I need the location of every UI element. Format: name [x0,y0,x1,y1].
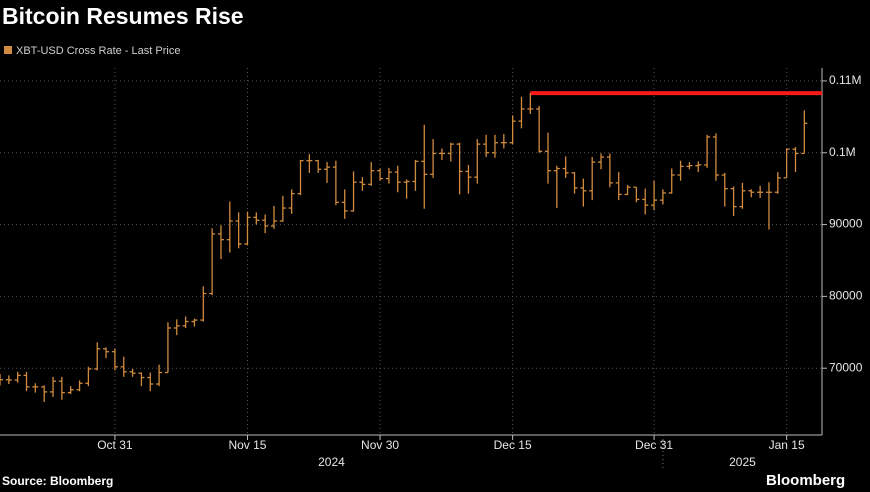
y-tick-label: 80000 [829,289,863,303]
legend-swatch [4,46,12,54]
legend-label: XBT-USD Cross Rate - Last Price [16,45,180,57]
source: Source: Bloomberg [2,474,113,488]
brand: Bloomberg [766,472,845,489]
year-label: 2024 [318,455,345,469]
y-tick-label: 0.11M [829,73,861,87]
chart-title: Bitcoin Resumes Rise [2,3,244,29]
x-tick-label: Nov 15 [228,438,266,452]
y-tick-label: 90000 [829,217,863,231]
x-tick-label: Dec 15 [494,438,532,452]
year-label: 2025 [729,455,756,469]
x-tick-label: Dec 31 [635,438,673,452]
x-tick-label: Nov 30 [361,438,399,452]
x-tick-label: Jan 15 [769,438,805,452]
y-tick-label: 0.1M [829,145,856,159]
y-tick-label: 70000 [829,360,863,374]
x-tick-label: Oct 31 [97,438,133,452]
